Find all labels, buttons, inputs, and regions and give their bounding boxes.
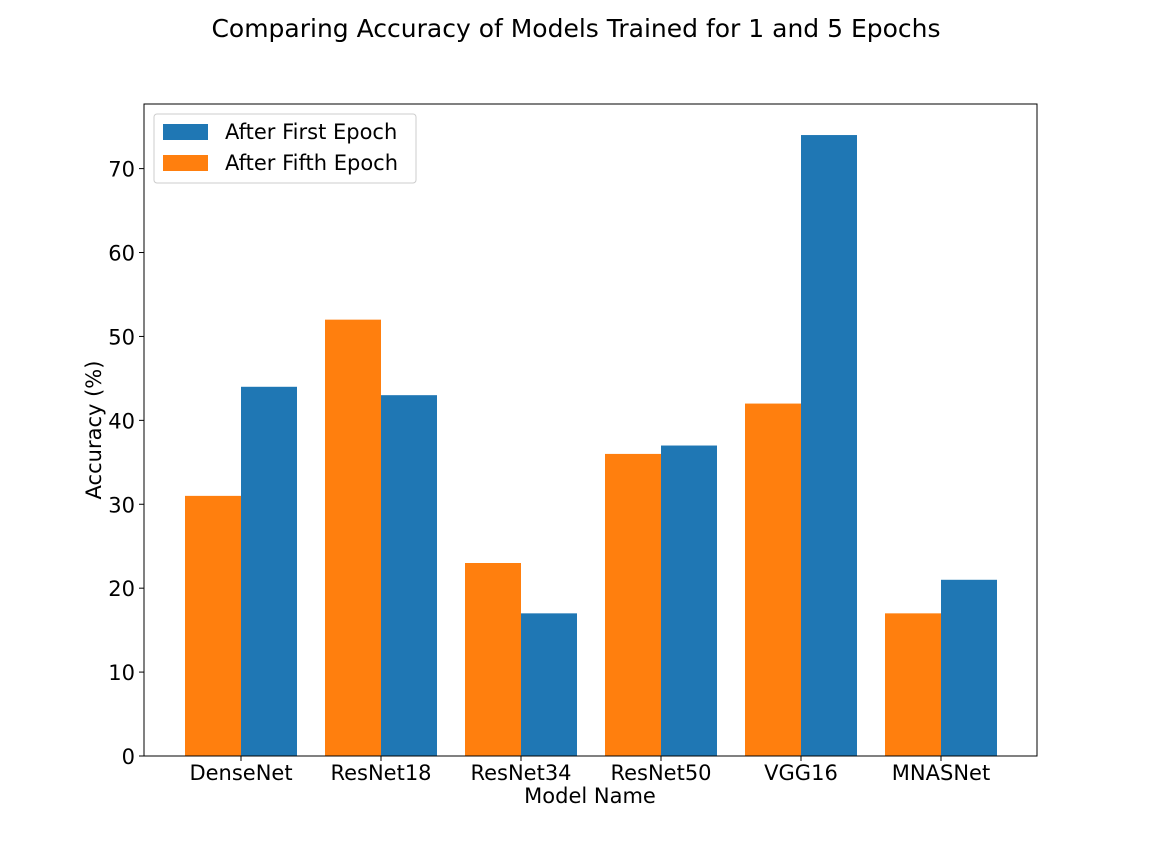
legend-label-fifth-epoch: After Fifth Epoch [225,151,398,175]
y-axis: 0 10 20 30 40 50 60 70 [108,158,144,769]
bar-vgg16-after-fifth-epoch [745,403,801,756]
bars-group [185,135,997,757]
y-tick-label: 20 [108,577,135,601]
x-tick-label: MNASNet [892,761,990,785]
x-tick-label: DenseNet [189,761,292,785]
legend-swatch-first-epoch [163,124,208,140]
bar-resnet50-after-fifth-epoch [605,453,661,756]
bar-mnasnet-after-fifth-epoch [885,613,941,756]
x-axis-label: Model Name [524,784,656,808]
bar-densenet-after-fifth-epoch [185,495,241,756]
y-tick-label: 60 [108,242,135,266]
bar-resnet50-after-first-epoch [661,445,717,756]
bar-resnet34-after-fifth-epoch [465,563,521,756]
y-tick-label: 0 [122,745,135,769]
legend-label-first-epoch: After First Epoch [225,120,397,144]
y-tick-label: 30 [108,493,135,517]
x-axis: DenseNet ResNet18 ResNet34 ResNet50 VGG16 MNA… [189,756,990,785]
bar-densenet-after-first-epoch [241,386,297,756]
chart-title: Comparing Accuracy of Models Trained for… [211,14,940,43]
bar-resnet18-after-first-epoch [381,395,437,756]
y-axis-label: Accuracy (%) [82,361,106,500]
x-tick-label: VGG16 [764,761,838,785]
legend-swatch-fifth-epoch [163,155,208,171]
y-tick-label: 70 [108,158,135,182]
bar-resnet18-after-fifth-epoch [325,319,381,756]
legend: After First Epoch After Fifth Epoch [153,113,417,184]
plot-frame [143,103,1038,757]
legend-frame [153,113,417,184]
y-tick-label: 10 [108,661,135,685]
x-tick-label: ResNet34 [470,761,571,785]
y-tick-label: 40 [108,409,135,433]
x-tick-label: ResNet18 [330,761,431,785]
bar-resnet34-after-first-epoch [521,613,577,756]
bar-mnasnet-after-first-epoch [941,579,997,756]
bar-vgg16-after-first-epoch [801,135,857,757]
x-tick-label: ResNet50 [610,761,711,785]
y-tick-label: 50 [108,325,135,349]
